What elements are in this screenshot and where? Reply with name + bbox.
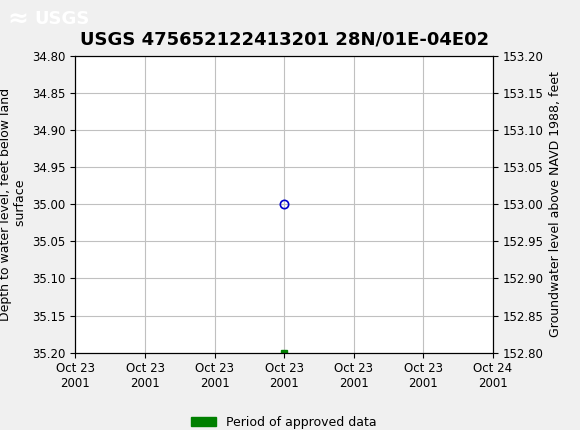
Legend: Period of approved data: Period of approved data (186, 411, 382, 430)
Title: USGS 475652122413201 28N/01E-04E02: USGS 475652122413201 28N/01E-04E02 (79, 31, 489, 49)
Y-axis label: Groundwater level above NAVD 1988, feet: Groundwater level above NAVD 1988, feet (549, 71, 562, 337)
Text: USGS: USGS (35, 10, 90, 28)
Y-axis label: Depth to water level, feet below land
 surface: Depth to water level, feet below land su… (0, 88, 27, 321)
Text: ≈: ≈ (7, 7, 28, 31)
